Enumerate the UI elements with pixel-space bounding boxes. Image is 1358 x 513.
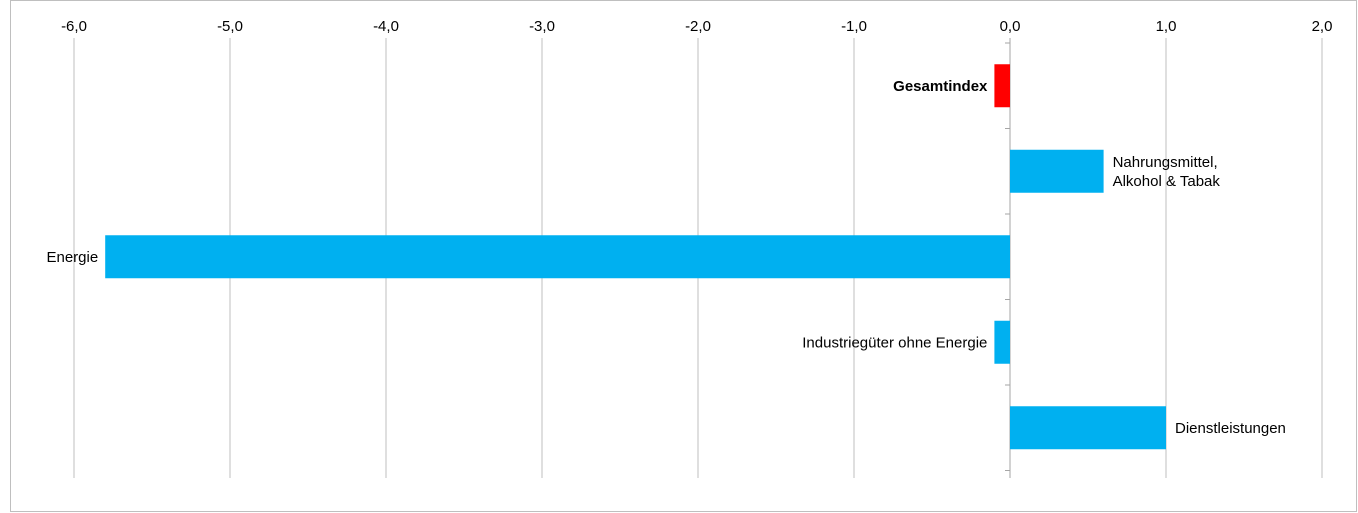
bar-label-line: Industriegüter ohne Energie (802, 334, 987, 351)
x-tick-label: -4,0 (373, 18, 399, 35)
bar-label-line: Gesamtindex (893, 78, 988, 95)
bar-label: Dienstleistungen (1175, 420, 1286, 437)
bar-label-line: Dienstleistungen (1175, 420, 1286, 437)
x-tick-label: -3,0 (529, 18, 555, 35)
bar-3 (994, 320, 1010, 364)
x-tick-label: 2,0 (1312, 18, 1333, 35)
x-axis-ticks: -6,0 -5,0 -4,0 -3,0 -2,0 -1,0 0,0 1,0 2,0 (61, 18, 1332, 35)
bar-label: Industriegüter ohne Energie (802, 334, 987, 351)
x-tick-label: -2,0 (685, 18, 711, 35)
bar-label: Energie (46, 249, 98, 266)
bar-1 (1010, 149, 1104, 193)
x-tick-label: 1,0 (1156, 18, 1177, 35)
x-tick-label: -1,0 (841, 18, 867, 35)
bar-label-line: Energie (46, 249, 98, 266)
x-tick-label: 0,0 (1000, 18, 1021, 35)
bars (105, 64, 1166, 450)
bar-label: Gesamtindex (893, 78, 988, 95)
bar-4 (1010, 406, 1166, 450)
bar-0 (994, 64, 1010, 108)
bar-label-line: Alkohol & Tabak (1113, 173, 1221, 190)
bar-label-line: Nahrungsmittel, (1113, 154, 1218, 171)
bar-labels: Gesamtindex Nahrungsmittel, Alkohol & Taba… (46, 78, 1285, 437)
bar-2 (105, 235, 1010, 279)
bar-label: Nahrungsmittel, Alkohol & Tabak (1113, 154, 1221, 190)
x-tick-label: -6,0 (61, 18, 87, 35)
x-tick-label: -5,0 (217, 18, 243, 35)
